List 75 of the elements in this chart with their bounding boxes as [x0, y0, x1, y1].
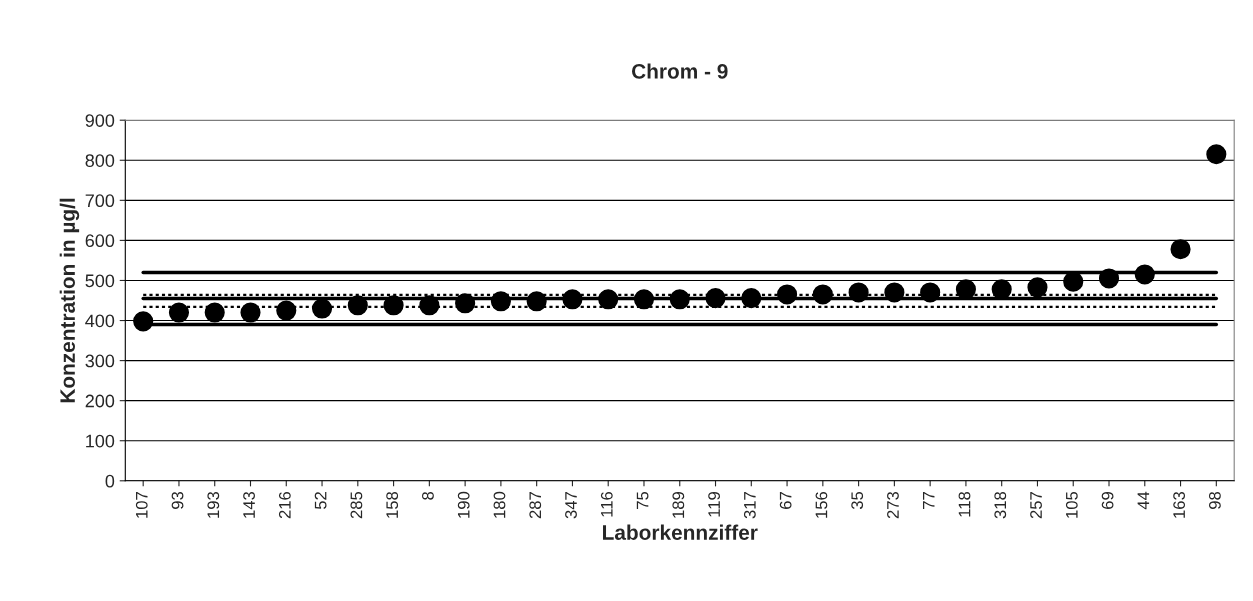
point — [741, 288, 762, 309]
x-tick-label: 75 — [636, 491, 649, 509]
x-tick-label: 52 — [314, 492, 327, 510]
point — [1206, 144, 1227, 165]
y-tick-label: 300 — [85, 354, 115, 368]
point — [920, 282, 941, 303]
chart-title: Chrom - 9 — [632, 63, 728, 79]
x-tick-label: 118 — [958, 491, 971, 517]
x-tick-label: 119 — [708, 492, 720, 517]
x-tick-label: 318 — [994, 491, 1007, 519]
point — [1063, 271, 1084, 292]
y-tick-label: 900 — [85, 114, 115, 127]
y-tick-label: 500 — [85, 274, 115, 288]
x-tick-label: 190 — [457, 491, 470, 518]
y-tick-label: 800 — [85, 154, 115, 167]
y-tick-label: 600 — [85, 234, 115, 248]
point — [812, 284, 833, 305]
x-tick-label: 317 — [743, 492, 756, 519]
point — [633, 289, 655, 310]
point — [419, 295, 440, 316]
x-tick-label: 158 — [386, 491, 399, 518]
x-tick-label: 189 — [672, 492, 685, 518]
point — [383, 295, 404, 316]
x-axis-title: Laborkennziffer — [603, 524, 758, 540]
point — [276, 300, 297, 321]
x-tick-label: 347 — [565, 492, 577, 519]
point — [133, 311, 154, 332]
point — [705, 288, 726, 309]
x-tick-label: 193 — [207, 491, 220, 518]
y-tick-label: 400 — [85, 314, 115, 328]
point — [311, 298, 333, 319]
x-tick-label: 143 — [243, 491, 255, 518]
point — [1134, 264, 1155, 285]
x-tick-label: 216 — [278, 491, 291, 519]
point — [884, 282, 905, 303]
point — [204, 302, 225, 323]
x-tick-label: 287 — [529, 492, 542, 519]
point — [669, 289, 690, 310]
x-tick-label: 67 — [779, 492, 792, 509]
x-tick-label: 35 — [851, 491, 864, 510]
point — [490, 291, 511, 312]
x-tick-label: 116 — [600, 491, 613, 517]
point — [347, 295, 368, 316]
x-tick-label: 273 — [887, 491, 899, 519]
point — [455, 293, 476, 314]
point — [240, 302, 261, 323]
y-axis-title: Konzentration in µg/l — [59, 198, 80, 403]
point — [991, 279, 1012, 300]
y-tick-label: 0 — [105, 474, 115, 488]
point — [955, 279, 976, 300]
y-tick-label: 100 — [86, 434, 115, 448]
x-tick-label: 105 — [1065, 491, 1078, 518]
x-tick-label: 77 — [922, 492, 935, 509]
point — [526, 291, 547, 312]
x-tick-label: 98 — [1208, 491, 1221, 509]
x-tick-label: 44 — [1137, 491, 1150, 510]
x-tick-label: 93 — [171, 491, 184, 509]
point — [1027, 277, 1048, 298]
point — [777, 284, 798, 305]
point — [1170, 239, 1191, 260]
x-tick-label: 8 — [422, 491, 434, 500]
x-tick-label: 107 — [135, 492, 148, 518]
x-tick-label: 180 — [493, 491, 506, 518]
x-tick-label: 156 — [815, 491, 828, 518]
point — [848, 282, 869, 303]
point — [168, 302, 190, 323]
point — [1098, 268, 1120, 289]
y-tick-label: 200 — [85, 394, 115, 408]
point — [562, 289, 583, 310]
x-tick-label: 69 — [1101, 492, 1114, 509]
x-tick-label: 163 — [1173, 491, 1186, 518]
x-tick-label: 285 — [350, 491, 363, 519]
y-tick-label: 700 — [85, 194, 115, 208]
x-tick-label: 257 — [1030, 492, 1042, 519]
point — [598, 289, 619, 310]
